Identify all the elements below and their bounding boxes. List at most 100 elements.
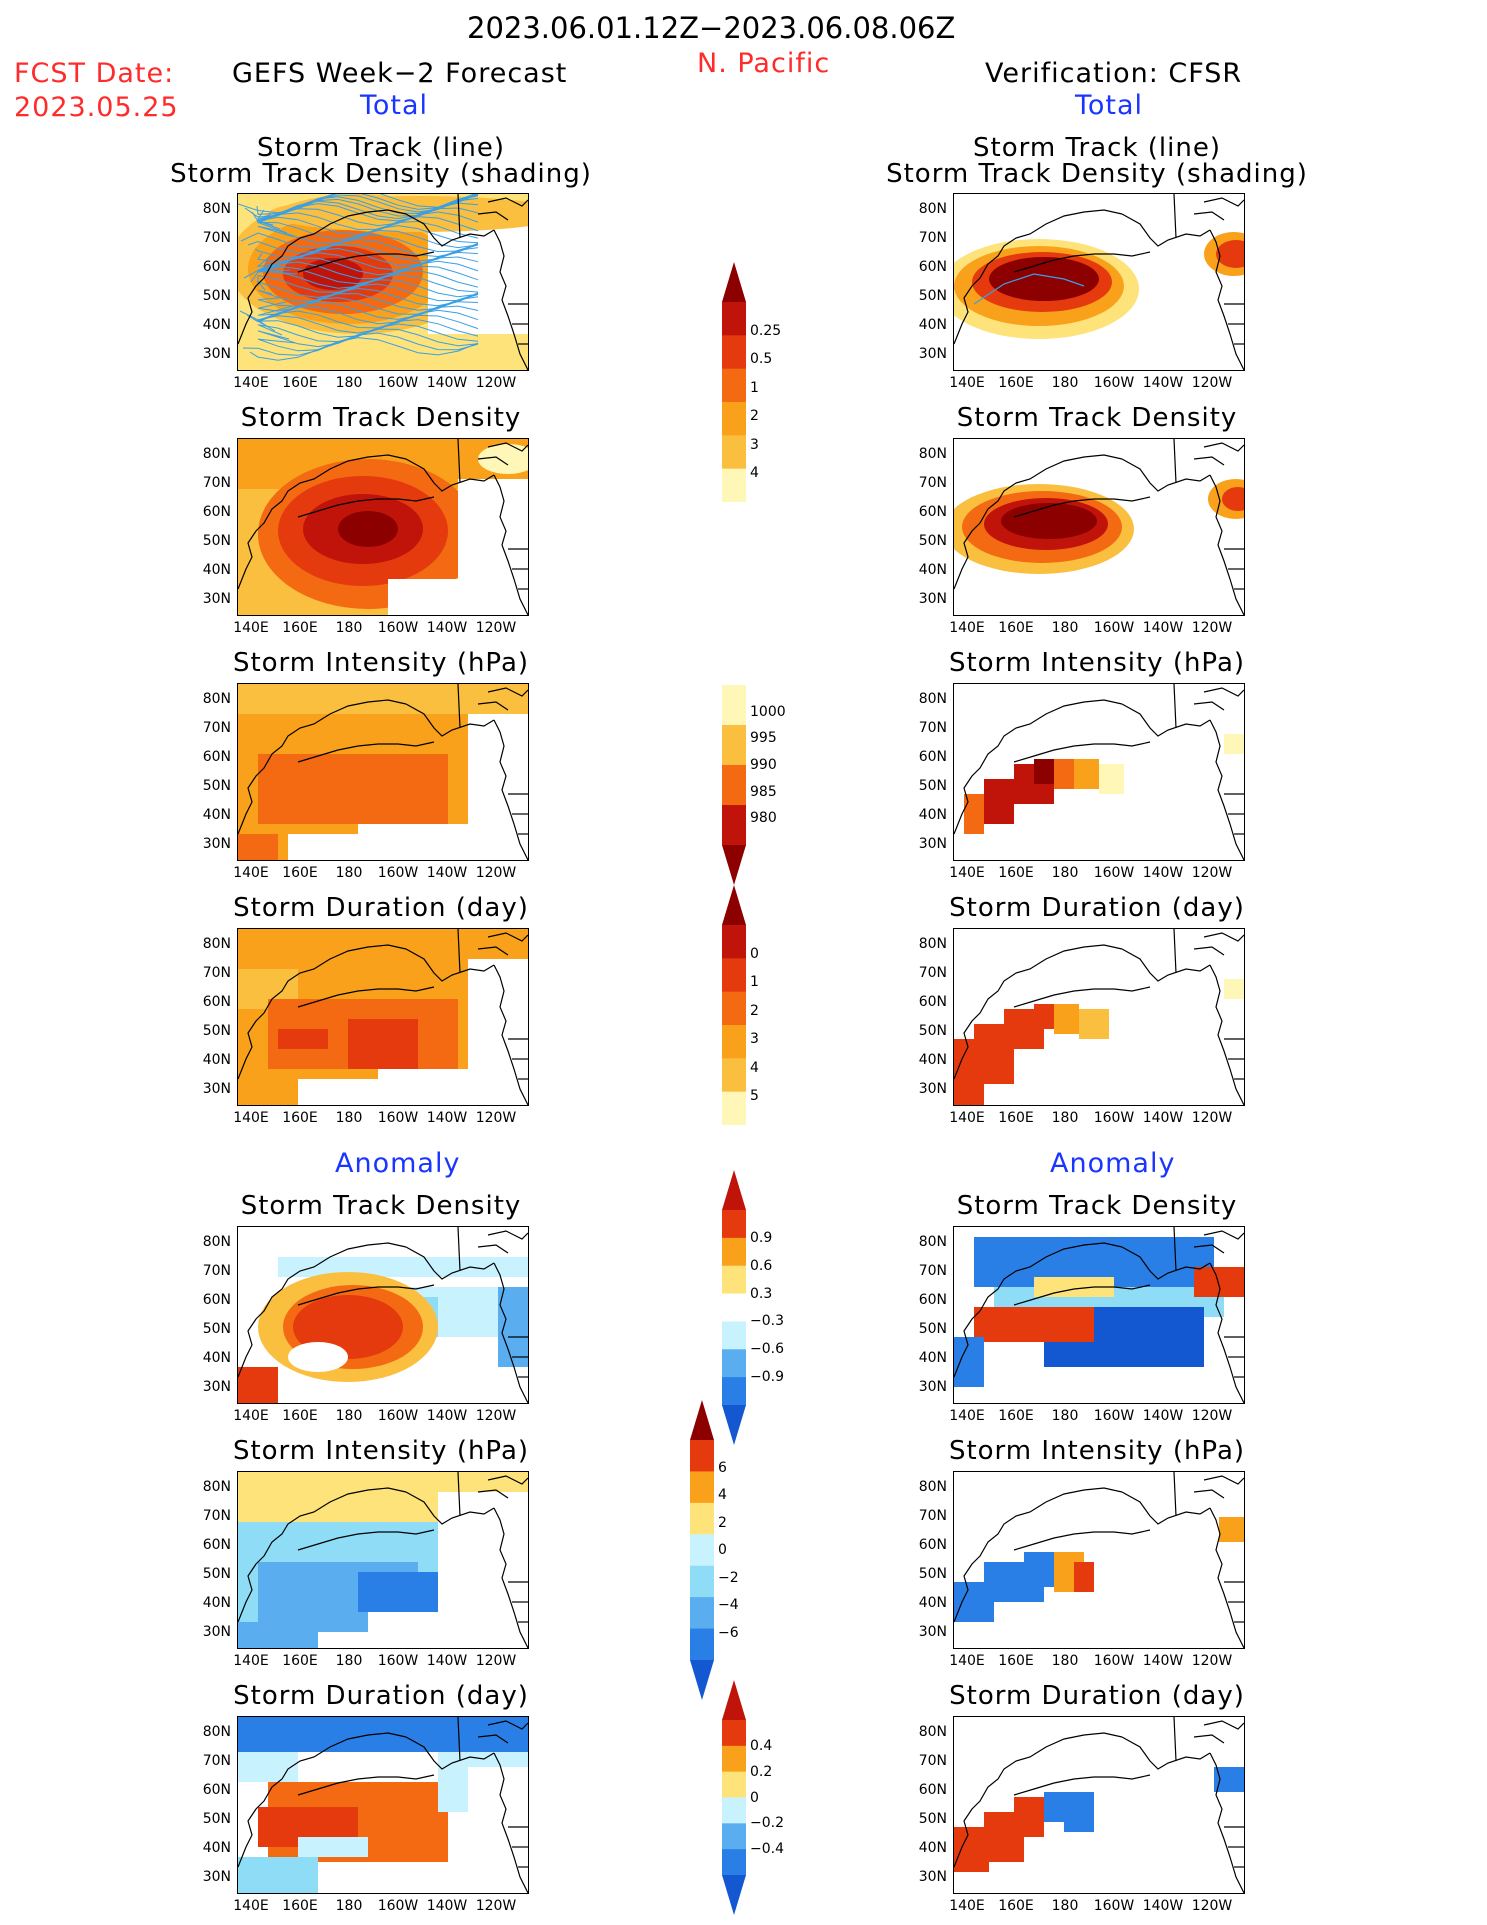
lon-tick-label: 160E [998, 1408, 1034, 1424]
right-anomaly-label: Anomaly [1050, 1148, 1176, 1179]
colorbar-segment [722, 1823, 746, 1850]
colorbar-tick-label: 0.5 [750, 351, 773, 368]
left-density-title: Storm Track Density [240, 403, 522, 433]
colorbar-tick-label: −0.2 [750, 1815, 784, 1832]
colorbar-tick-label: 0.25 [750, 322, 782, 339]
right-anom-intensity-title: Storm Intensity (hPa) [948, 1436, 1246, 1466]
colorbar-arrow [722, 1875, 746, 1915]
coastline [238, 194, 528, 370]
lat-tick-label: 70N [202, 1508, 231, 1524]
colorbar-tick-label: 5 [750, 1088, 759, 1105]
colorbar-arrow [722, 1680, 746, 1720]
right-anom-density-title: Storm Track Density [956, 1191, 1238, 1221]
colorbar-segment [722, 958, 746, 993]
colorbar-segment [722, 1771, 746, 1798]
shaded-cell [288, 834, 368, 860]
lon-tick-label: 140E [949, 1653, 985, 1669]
lon-tick-label: 140W [1142, 375, 1184, 391]
colorbar-density-total: 0.25 0.5 1 2 3 4 [722, 262, 782, 542]
shaded-cell [238, 1752, 298, 1782]
lon-tick-label: 120W [1191, 865, 1233, 881]
lat-tick-label: 40N [918, 1840, 947, 1856]
lon-tick-label: 140E [949, 1110, 985, 1126]
storm-track-lines [973, 273, 1085, 305]
colorbar-segment [722, 402, 746, 436]
colorbar-tick-label: −0.4 [750, 1841, 784, 1858]
shaded-region [1222, 487, 1244, 511]
map-forecast-density [237, 438, 529, 616]
lat-tick-label: 60N [202, 1537, 231, 1553]
colorbar-segment [690, 1440, 714, 1472]
left-total-label: Total [360, 90, 429, 121]
shaded-cell [238, 1622, 318, 1648]
lon-tick-label: 180 [1051, 1408, 1079, 1424]
lon-tick-label: 180 [335, 1408, 363, 1424]
lon-tick-label: 180 [1051, 375, 1079, 391]
coastline [954, 684, 1244, 860]
lat-tick-label: 50N [918, 533, 947, 549]
lon-tick-label: 160W [377, 865, 419, 881]
colorbar-tick-label: 0 [750, 945, 759, 962]
lon-tick-label: 160E [998, 375, 1034, 391]
shaded-cell [1034, 1277, 1114, 1297]
lon-tick-label: 160E [282, 865, 318, 881]
colorbar-tick-label: 0.9 [750, 1229, 773, 1246]
colorbar-segment [722, 1349, 746, 1378]
colorbar-intensity-anomaly: 6 4 2 0 −2 −4 −6 [690, 1400, 750, 1700]
lat-tick-label: 50N [202, 1321, 231, 1337]
map-verif-intensity [953, 683, 1245, 861]
colorbar-segment [722, 1720, 746, 1747]
lon-tick-label: 160W [1093, 1653, 1135, 1669]
colorbar-arrow [690, 1400, 714, 1440]
colorbar-tick-label: 0 [750, 1789, 759, 1806]
colorbar-segment [690, 1597, 714, 1630]
lon-tick-label: 140E [233, 1898, 269, 1914]
shaded-cell [1054, 1004, 1079, 1034]
colorbar-intensity-total: 1000 995 990 985 980 [722, 645, 786, 885]
lat-tick-label: 80N [918, 201, 947, 217]
right-track-shading-title: Storm Track Density (shading) [886, 159, 1308, 189]
colorbar-segment [722, 1091, 746, 1126]
lon-tick-label: 160E [998, 620, 1034, 636]
shaded-cell [964, 794, 984, 834]
colorbar-arrow [722, 645, 746, 685]
lon-tick-label: 140E [949, 1408, 985, 1424]
lon-tick-label: 140E [949, 1898, 985, 1914]
shaded-cell [1224, 734, 1244, 754]
coastline [238, 1227, 528, 1403]
shaded-region [288, 1342, 348, 1372]
lat-tick-label: 50N [918, 778, 947, 794]
shaded-cell [278, 1257, 528, 1277]
left-column-title: GEFS Week−2 Forecast [232, 58, 568, 89]
colorbar-tick-label: 1 [750, 974, 759, 991]
lon-tick-label: 120W [1191, 620, 1233, 636]
lon-tick-label: 160W [377, 1653, 419, 1669]
colorbar-duration-anomaly: 0.4 0.2 0 −0.2 −0.4 [722, 1680, 784, 1915]
lon-tick-label: 180 [335, 375, 363, 391]
left-track-line-title: Storm Track (line) [257, 133, 505, 163]
left-anomaly-label: Anomaly [335, 1148, 461, 1179]
left-anom-density-title: Storm Track Density [240, 1191, 522, 1221]
shaded-cell [358, 1572, 438, 1612]
lat-tick-label: 40N [202, 1052, 231, 1068]
colorbar-arrow [722, 1405, 746, 1445]
lat-tick-label: 80N [918, 691, 947, 707]
lon-tick-label: 160E [282, 1408, 318, 1424]
date-range-title: 2023.06.01.12Z−2023.06.08.06Z [467, 11, 956, 45]
lon-tick-label: 180 [335, 865, 363, 881]
lat-tick-label: 40N [918, 1595, 947, 1611]
lat-tick-label: 50N [202, 288, 231, 304]
colorbar-segment [722, 368, 746, 403]
colorbar-segment [722, 1377, 746, 1406]
lat-tick-label: 50N [918, 1811, 947, 1827]
lon-tick-label: 140E [233, 1110, 269, 1126]
lon-tick-label: 160W [1093, 375, 1135, 391]
colorbar-segment [690, 1534, 714, 1567]
colorbar-tick-label: 3 [750, 1031, 759, 1048]
shaded-region [1001, 503, 1097, 539]
shaded-cell [1224, 979, 1244, 999]
lat-tick-label: 70N [202, 475, 231, 491]
lon-tick-label: 180 [335, 620, 363, 636]
colorbar-segment [722, 725, 746, 766]
lat-tick-label: 80N [202, 691, 231, 707]
